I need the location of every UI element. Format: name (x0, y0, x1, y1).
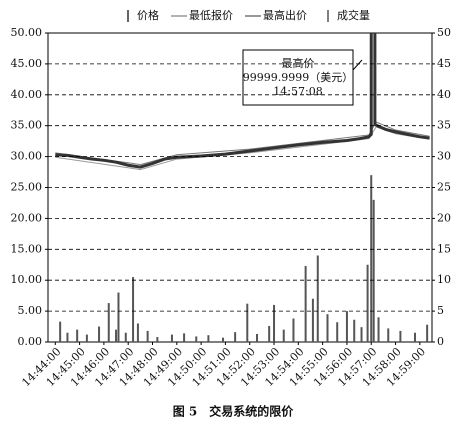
annotation: 99999.9999（美元） (243, 71, 353, 84)
volume-bar (234, 332, 237, 342)
y-tick-label: 10.00 (11, 273, 43, 286)
legend-label: 价格 (137, 8, 159, 22)
y-tick-label: 25.00 (11, 181, 43, 194)
legend-label: 最高出价 (263, 8, 307, 22)
annotation-pointer (352, 59, 363, 71)
volume-bar (124, 332, 127, 342)
volume-bar (132, 277, 135, 342)
volume-bar (221, 337, 224, 342)
volume-bar (195, 336, 198, 342)
volume-bar (273, 304, 276, 342)
volume-bar (115, 329, 118, 342)
volume-bar (136, 323, 139, 342)
series-line (55, 121, 430, 166)
volume-bar (282, 329, 285, 342)
volume-bar (316, 255, 319, 342)
volume-bar (372, 199, 375, 342)
y2-tick-label: 25 (437, 181, 451, 194)
y-tick-label: 30.00 (11, 150, 43, 163)
volume-bar (292, 318, 295, 342)
volume-bar (304, 265, 307, 342)
y2-tick-label: 15 (437, 242, 451, 255)
y2-tick-label: 40 (437, 88, 451, 101)
legend-label: 成交量 (337, 8, 370, 22)
caption: 图 5 交易系统的限价 (173, 404, 295, 419)
y-tick-label: 5.00 (18, 304, 43, 317)
annotation: 最高价 (282, 56, 315, 70)
volume-bar (59, 321, 62, 342)
volume-bar (326, 314, 329, 342)
volume-bar (399, 330, 402, 342)
annotation: 14:57:08 (273, 85, 322, 98)
volume-bar (183, 333, 186, 342)
y-tick-label: 20.00 (11, 211, 43, 224)
volume-bar (246, 303, 249, 342)
volume-bar (370, 175, 373, 342)
y2-tick-label: 50 (437, 26, 451, 39)
y-tick-label: 45.00 (11, 57, 43, 70)
volume-bar (117, 292, 120, 342)
volume-bar (207, 335, 210, 342)
volume-bar (170, 334, 173, 342)
y2-tick-label: 20 (437, 211, 451, 224)
volume-bar (360, 327, 363, 342)
volume-bar (256, 333, 259, 342)
volume-bar (377, 317, 380, 342)
volume-bar (345, 311, 348, 342)
y2-tick-label: 10 (437, 273, 451, 286)
volume-bar (353, 319, 356, 342)
series-line (55, 126, 430, 171)
volume-bar (268, 325, 271, 342)
volume-bar (156, 337, 159, 342)
y-tick-label: 40.00 (11, 88, 43, 101)
y-tick-label: 15.00 (11, 242, 43, 255)
y2-tick-label: 45 (437, 57, 451, 70)
volume-bar (146, 330, 149, 342)
volume-bar (98, 326, 101, 342)
series-line (55, 33, 430, 169)
volume-bar (311, 298, 314, 342)
y2-tick-label: 5 (437, 304, 444, 317)
volume-bar (336, 322, 339, 342)
annotation-box (242, 49, 354, 106)
volume-bar (413, 332, 416, 342)
volume-bar (85, 334, 88, 342)
volume-bar (387, 328, 390, 342)
y2-tick-label: 0 (437, 335, 444, 348)
legend-label: 最低报价 (189, 8, 233, 22)
y2-tick-label: 35 (437, 119, 451, 132)
volume-bar (366, 264, 369, 342)
volume-bar (107, 303, 110, 342)
plot-area (55, 33, 430, 342)
volume-bar (66, 332, 69, 342)
y-tick-label: 50.00 (11, 26, 43, 39)
y-tick-label: 35.00 (11, 119, 43, 132)
y-tick-label: 0.00 (18, 335, 43, 348)
y2-tick-label: 30 (437, 150, 451, 163)
volume-bar (426, 324, 429, 342)
volume-bar (76, 329, 79, 342)
